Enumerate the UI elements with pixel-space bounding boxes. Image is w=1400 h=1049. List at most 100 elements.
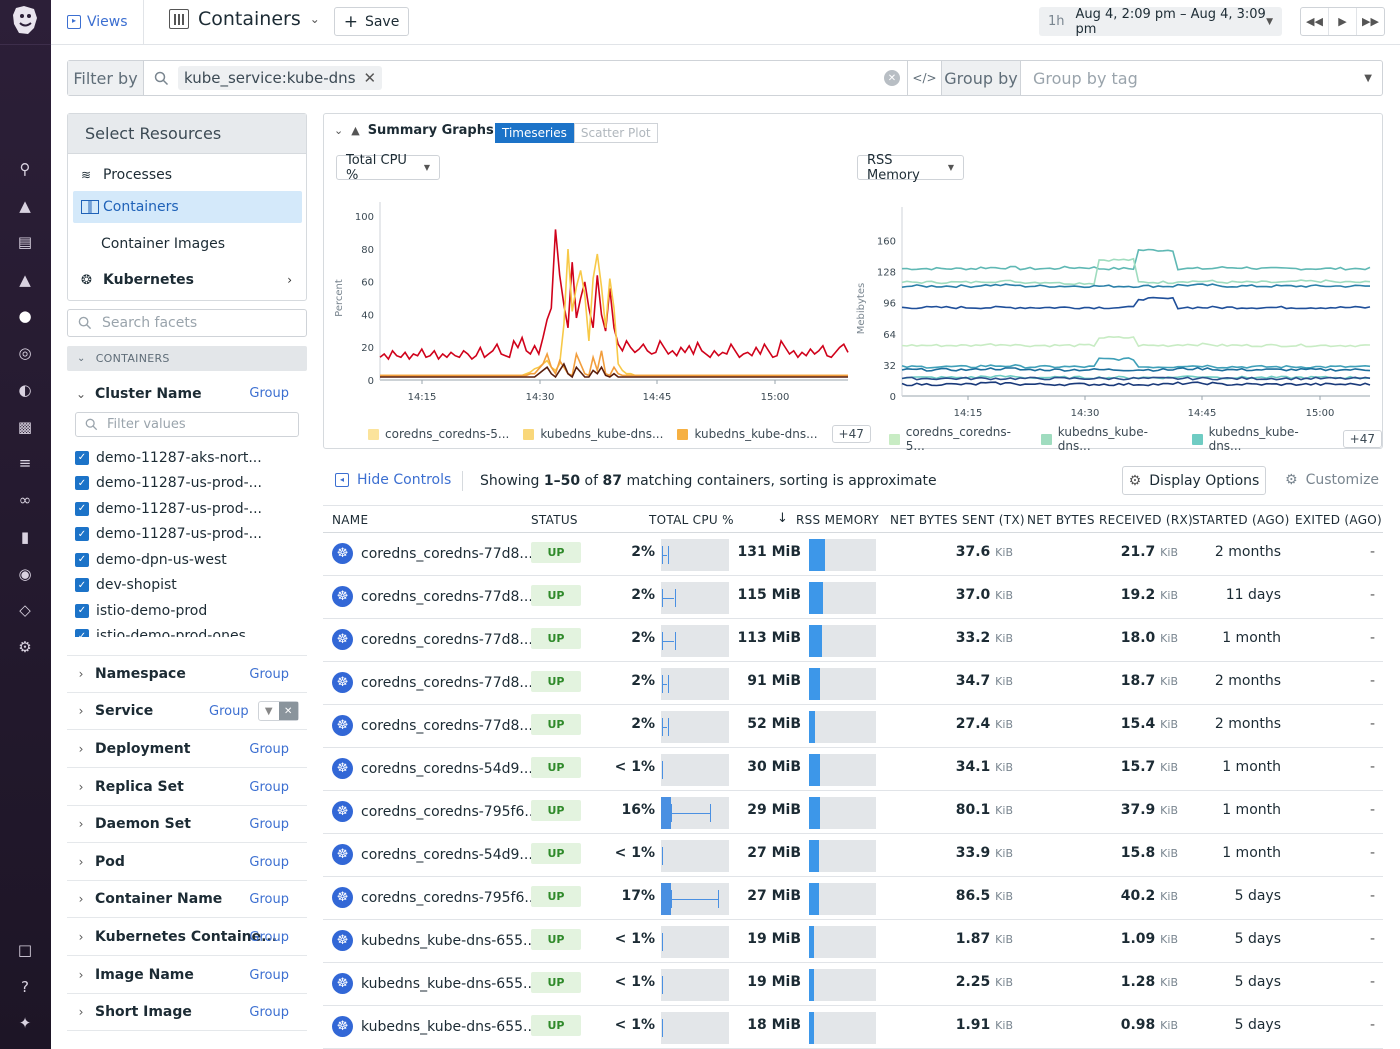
container-name[interactable]: coredns_coredns-54d9... <box>361 761 533 777</box>
facet-group-button[interactable]: Group <box>249 816 289 832</box>
table-row[interactable]: ☸ kubedns_kube-dns-655... UP < 1% 19 MiB 2.25… <box>323 963 1383 1006</box>
facet-group-button[interactable]: Group <box>249 854 289 870</box>
legend-item[interactable]: coredns_coredns-5... <box>889 425 1027 453</box>
hide-controls-button[interactable]: ◂ Hide Controls <box>335 472 451 488</box>
checkbox-checked-icon[interactable]: ✓ <box>75 476 89 491</box>
checkbox-checked-icon[interactable]: ✓ <box>75 603 89 618</box>
table-row[interactable]: ☸ coredns_coredns-77d8... UP 2% 115 MiB 37.0 … <box>323 576 1383 619</box>
facet-short-image[interactable]: › Short Image Group <box>67 994 307 1031</box>
facet-service[interactable]: › Service Group <box>67 693 307 730</box>
close-icon[interactable]: ✕ <box>278 702 298 720</box>
column-header-status[interactable]: STATUS <box>531 513 578 527</box>
facet-group-button[interactable]: Group <box>249 666 289 682</box>
facet-group-button[interactable]: Group <box>249 929 289 945</box>
container-name[interactable]: coredns_coredns-795f6... <box>361 890 538 906</box>
facet-cluster-name[interactable]: ⌄ Cluster Name Group <box>67 375 307 412</box>
table-row[interactable]: ☸ coredns_coredns-795f6... UP 17% 27 MiB 86.5… <box>323 877 1383 920</box>
filter-chip[interactable]: kube_service:kube-dns ✕ <box>178 66 383 90</box>
facet-value[interactable]: ✓ demo-11287-us-prod-... <box>75 522 307 548</box>
containers-section-header[interactable]: ⌄ CONTAINERS <box>67 346 307 371</box>
dashboard-icon[interactable]: ▤ <box>17 233 33 251</box>
checkbox-checked-icon[interactable]: ✓ <box>75 629 89 637</box>
integrations-icon[interactable]: ▩ <box>17 418 33 436</box>
container-name[interactable]: kubedns_kube-dns-655... <box>361 933 537 949</box>
table-row[interactable]: ☸ coredns_coredns-77d8... UP 2% 131 MiB 37.6 … <box>323 533 1383 576</box>
table-row[interactable]: ☸ coredns_coredns-54d9... UP < 1% 30 MiB 34.1… <box>323 748 1383 791</box>
legend-item[interactable]: kubedns_kube-dns... <box>1041 425 1178 453</box>
container-name[interactable]: coredns_coredns-795f6... <box>361 804 538 820</box>
table-row[interactable]: ☸ coredns_coredns-54d9... UP < 1% 27 MiB 33.9… <box>323 834 1383 877</box>
column-header-memory[interactable]: RSS MEMORY <box>796 513 880 527</box>
facet-value[interactable]: ✓ dev-shopist <box>75 573 307 599</box>
resource-kubernetes[interactable]: ❂ Kubernetes › <box>73 264 302 296</box>
column-header-exited[interactable]: EXITED (AGO) <box>1295 513 1383 527</box>
legend-item[interactable]: kubedns_kube-dns... <box>1191 425 1329 453</box>
column-header-cpu[interactable]: TOTAL CPU % <box>649 513 734 527</box>
checkbox-checked-icon[interactable]: ✓ <box>75 501 89 516</box>
binoculars-icon[interactable]: ▲ <box>19 197 31 215</box>
container-name[interactable]: coredns_coredns-77d8... <box>361 632 533 648</box>
facet-namespace[interactable]: › Namespace Group <box>67 656 307 693</box>
infrastructure-icon[interactable]: ● <box>18 307 32 325</box>
chart-icon[interactable]: ▲ <box>19 271 31 289</box>
search-facets-input[interactable]: Search facets <box>67 309 307 337</box>
facet-group-button[interactable]: Group <box>249 1004 289 1020</box>
resource-container-images[interactable]: Container Images <box>73 228 302 260</box>
right-metric-select[interactable]: RSS Memory ▼ <box>857 153 964 183</box>
container-name[interactable]: kubedns_kube-dns-655... <box>361 976 537 992</box>
table-row[interactable]: ☸ coredns_coredns-77d8... UP 2% 52 MiB 27.4 K… <box>323 705 1383 748</box>
group-by-select[interactable]: Group by tag ▼ <box>1021 61 1382 95</box>
tab-scatter-plot[interactable]: Scatter Plot <box>573 123 658 143</box>
facet-pod[interactable]: › Pod Group <box>67 844 307 881</box>
facet-value[interactable]: ✓ demo-11287-us-prod-... <box>75 471 307 497</box>
table-row[interactable]: ☸ coredns_coredns-77d8... UP 2% 113 MiB 33.2 … <box>323 619 1383 662</box>
container-name[interactable]: coredns_coredns-77d8... <box>361 675 533 691</box>
page-title[interactable]: Containers ⌄ <box>169 8 320 30</box>
container-name[interactable]: coredns_coredns-77d8... <box>361 718 533 734</box>
service-filter-toggle[interactable]: ▼ ✕ <box>258 701 299 721</box>
summary-graphs-header[interactable]: ⌄ ▲ Summary Graphs <box>334 123 494 138</box>
checkbox-checked-icon[interactable]: ✓ <box>75 527 89 542</box>
facet-value[interactable]: ✓ istio-demo-prod-ones <box>75 624 307 637</box>
table-row[interactable]: ☸ coredns_coredns-77d8... UP 2% 91 MiB 34.7 K… <box>323 662 1383 705</box>
views-button[interactable]: ▸ Views <box>67 11 128 33</box>
column-header-rx[interactable]: NET BYTES RECEIVED (RX) <box>1027 513 1194 527</box>
search-icon[interactable]: ⚲ <box>19 160 31 178</box>
table-row[interactable]: ☸ kubedns_kube-dns-655... UP < 1% 18 MiB 1.91… <box>323 1006 1383 1049</box>
time-range-picker[interactable]: 1h Aug 4, 2:09 pm – Aug 4, 3:09 pm ▼ <box>1039 7 1282 37</box>
synthetics-icon[interactable]: ◉ <box>18 565 32 583</box>
facet-image-name[interactable]: › Image Name Group <box>67 957 307 994</box>
resource-containers[interactable]: ‖ Containers <box>73 191 302 223</box>
notebook-icon[interactable]: ▮ <box>20 528 30 546</box>
network-icon[interactable]: ∞ <box>18 491 32 509</box>
facet-group-button[interactable]: Group <box>249 967 289 983</box>
customize-button[interactable]: ⚙ Customize <box>1285 472 1379 488</box>
container-name[interactable]: coredns_coredns-77d8... <box>361 546 533 562</box>
sparkle-icon[interactable]: ✦ <box>18 1014 32 1032</box>
facet-daemon-set[interactable]: › Daemon Set Group <box>67 806 307 843</box>
facet-group-button[interactable]: Group <box>249 386 289 401</box>
help-icon[interactable]: ? <box>21 978 29 996</box>
facet-value[interactable]: ✓ demo-11287-us-prod-... <box>75 496 307 522</box>
container-name[interactable]: coredns_coredns-54d9... <box>361 847 533 863</box>
tab-timeseries[interactable]: Timeseries <box>495 123 574 143</box>
left-metric-select[interactable]: Total CPU % ▼ <box>336 153 440 183</box>
code-icon[interactable]: </> <box>907 61 941 95</box>
settings-icon[interactable]: ⚙ <box>18 638 32 656</box>
legend-more-button[interactable]: +47 <box>831 425 871 443</box>
legend-item[interactable]: kubedns_kube-dns... <box>523 427 663 441</box>
datadog-logo[interactable] <box>10 4 41 36</box>
column-header-name[interactable]: NAME <box>332 513 369 527</box>
container-name[interactable]: coredns_coredns-77d8... <box>361 589 533 605</box>
rewind-icon[interactable]: ◀◀ <box>1301 8 1329 35</box>
container-name[interactable]: kubedns_kube-dns-655... <box>361 1019 537 1035</box>
logs-icon[interactable]: ≡ <box>18 454 32 472</box>
facet-value[interactable]: ✓ demo-11287-aks-nort... <box>75 445 307 471</box>
monitors-icon[interactable]: ◎ <box>18 344 32 362</box>
checkbox-checked-icon[interactable]: ✓ <box>75 578 89 593</box>
fast-forward-icon[interactable]: ▶▶ <box>1362 15 1379 28</box>
facet-value[interactable]: ✓ demo-dpn-us-west <box>75 547 307 573</box>
checkbox-checked-icon[interactable]: ✓ <box>75 552 89 567</box>
table-row[interactable]: ☸ kubedns_kube-dns-655... UP < 1% 19 MiB 1.87… <box>323 920 1383 963</box>
display-options-button[interactable]: ⚙ Display Options <box>1122 466 1266 495</box>
